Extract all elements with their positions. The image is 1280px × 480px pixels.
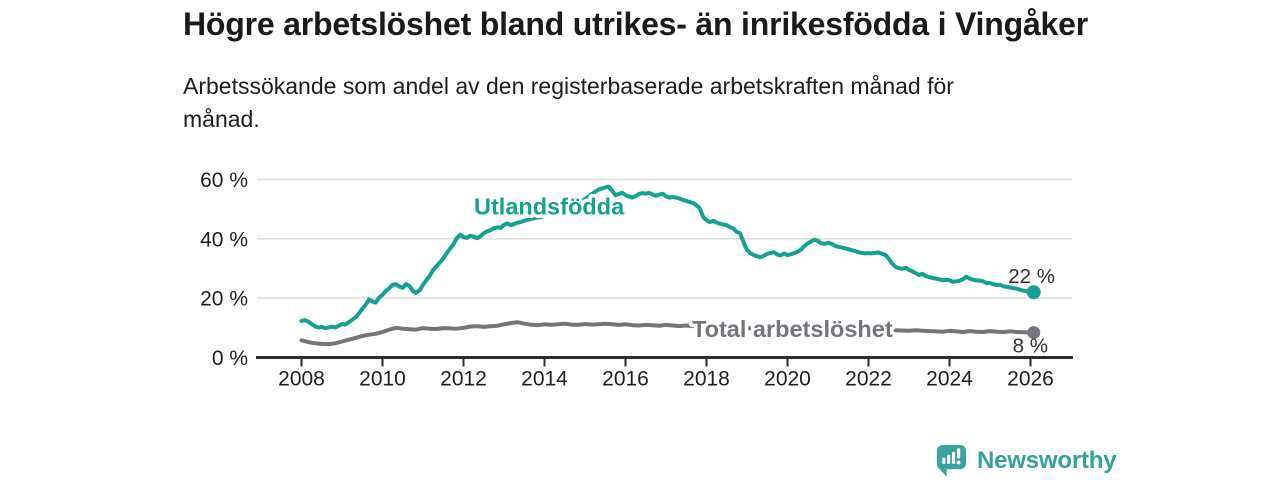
x-tick-label: 2024 xyxy=(926,368,973,391)
bar-tall xyxy=(951,451,956,464)
series-label-total-arbetsl-shet: Total arbetslöshet xyxy=(692,316,893,342)
x-tick-label: 2012 xyxy=(440,368,487,391)
speech-bubble-bar-chart-icon xyxy=(936,445,967,477)
exclamation-dot xyxy=(956,460,961,465)
speech-bubble-shape xyxy=(936,445,967,477)
y-tick-label: 20 % xyxy=(200,288,248,311)
bar-small xyxy=(942,457,946,464)
x-tick-label: 2016 xyxy=(602,368,649,391)
series-label-utlandsf-dda: Utlandsfödda xyxy=(474,194,625,220)
x-tick-label: 2020 xyxy=(764,368,811,391)
series-end-value-total-arbetsl-shet: 8 % xyxy=(1013,335,1048,358)
newsworthy-logo: Newsworthy xyxy=(936,444,1117,478)
x-tick-label: 2008 xyxy=(278,368,325,391)
series-end-dot-utlandsf-dda xyxy=(1026,285,1041,300)
series-end-dot-total-arbetsl-shet xyxy=(1027,326,1041,340)
exclamation-bar xyxy=(956,448,961,459)
x-tick-label: 2022 xyxy=(845,368,892,391)
y-tick-label: 0 % xyxy=(212,347,248,370)
x-tick-label: 2010 xyxy=(359,368,406,391)
bar-medium xyxy=(947,454,951,464)
y-tick-label: 40 % xyxy=(200,228,248,251)
series-end-value-utlandsf-dda: 22 % xyxy=(1008,265,1055,288)
x-tick-label: 2018 xyxy=(683,368,730,391)
newsworthy-logo-text: Newsworthy xyxy=(977,447,1117,474)
chart-subtitle: Arbetssökande som andel av den registerb… xyxy=(183,73,954,132)
series-line-total-arbetsl-shet xyxy=(299,320,1036,347)
series-line-utlandsf-dda xyxy=(299,184,1036,331)
page-title: Högre arbetslöshet bland utrikes- än inr… xyxy=(183,6,1088,42)
x-tick-label: 2014 xyxy=(521,368,568,391)
x-tick-label: 2026 xyxy=(1007,368,1054,391)
y-tick-label: 60 % xyxy=(200,169,248,192)
